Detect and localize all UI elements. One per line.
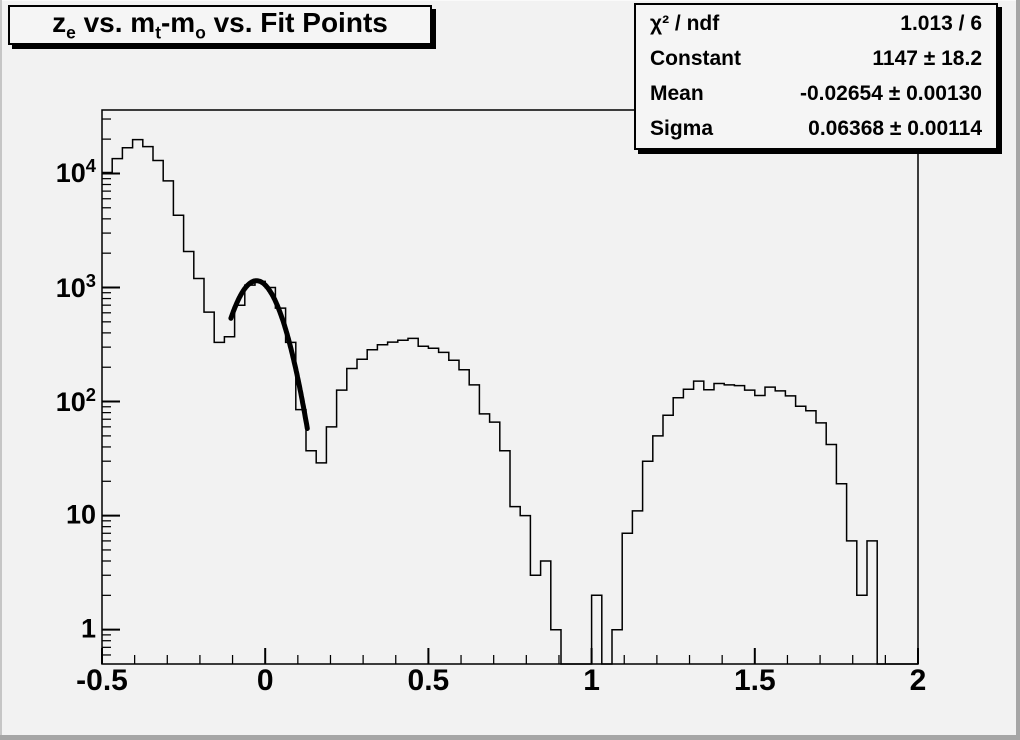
x-axis-label: 0: [256, 664, 274, 697]
y-axis-label: 102: [55, 383, 96, 417]
x-axis-label: 0.5: [407, 664, 450, 697]
y-axis-label: 10: [65, 499, 96, 530]
stat-value: 1147 ± 18.2: [872, 47, 982, 71]
stat-label: Mean: [650, 81, 704, 105]
stat-label: Constant: [650, 47, 741, 71]
plot-frame: [101, 109, 919, 665]
stats-row-sigma: Sigma 0.06368 ± 0.00114: [636, 117, 996, 141]
stats-row-mean: Mean -0.02654 ± 0.00130: [636, 82, 996, 106]
y-axis-label: 103: [55, 269, 96, 303]
fit-stats-box: χ² / ndf 1.013 / 6 Constant 1147 ± 18.2 …: [634, 3, 998, 150]
y-axis-label: 1: [80, 613, 96, 644]
fit-curve: [228, 278, 310, 431]
x-axis-label: -0.5: [76, 664, 128, 697]
y-axis-label: 104: [55, 155, 96, 189]
histogram-step-line: [102, 138, 918, 665]
stats-row-constant: Constant 1147 ± 18.2: [636, 47, 996, 71]
stat-label: Sigma: [650, 116, 714, 140]
stats-row-chi2: χ² / ndf 1.013 / 6: [636, 12, 996, 36]
stat-value: -0.02654 ± 0.00130: [799, 81, 982, 105]
stat-value: 1.013 / 6: [900, 12, 982, 36]
histogram-title: ze vs. mt-mo vs. Fit Points: [52, 6, 388, 43]
stat-label: χ² / ndf: [650, 12, 720, 36]
stat-value: 0.06368 ± 0.00114: [808, 116, 982, 140]
histogram-title-box: ze vs. mt-mo vs. Fit Points: [8, 5, 432, 45]
x-axis-label: 2: [909, 664, 927, 697]
x-axis-label: 1.5: [733, 664, 776, 697]
x-axis-label: 1: [583, 664, 600, 697]
